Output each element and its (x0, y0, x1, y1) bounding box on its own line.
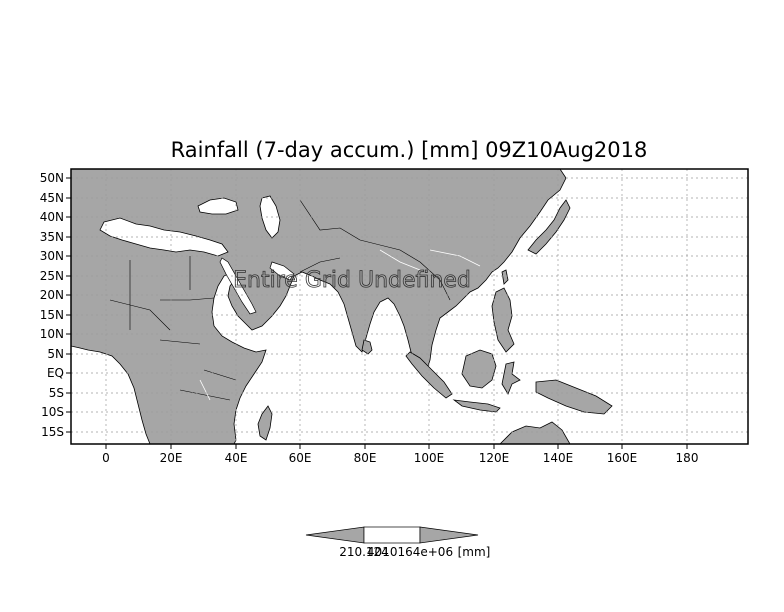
longitude-tick-label: 180 (676, 451, 699, 465)
colorbar-units-label: [mm] (458, 545, 491, 559)
latitude-tick-label: 10N (40, 327, 64, 341)
latitude-tick-label: 5N (47, 347, 64, 361)
sulawesi (501, 361, 521, 395)
longitude-tick-label: 100E (414, 451, 445, 465)
undefined-grid-overlay: Entire Grid Undefined (233, 268, 471, 293)
caspian-sea (259, 195, 281, 239)
latitude-tick-label: 45N (40, 191, 64, 205)
longitude-tick-label: 60E (289, 451, 312, 465)
landmasses (71, 169, 613, 444)
country-borders (109, 199, 451, 401)
longitude-tick-label: 140E (543, 451, 574, 465)
philippines (491, 287, 515, 353)
longitude-tick-label: 160E (607, 451, 638, 465)
colorbar-max-label: 4010164e+06 (367, 545, 453, 559)
sri-lanka (361, 339, 373, 355)
latitude-tick-label: 20N (40, 288, 64, 302)
longitude-tick-label: 40E (225, 451, 248, 465)
latitude-axis: 50N 45N 40N 35N 30N 25N 20N 15N 10N 5N EQ 5S 10S 15S (40, 171, 71, 439)
latitude-tick-label: 40N (40, 210, 64, 224)
latitude-tick-label: 25N (40, 269, 64, 283)
map-title: Rainfall (7-day accum.) [mm] 09Z10Aug201… (171, 138, 648, 162)
map-frame (70, 168, 749, 445)
latitude-tick-label: 5S (49, 386, 64, 400)
map-area: Entire Grid Undefined (70, 168, 749, 445)
colorbar-min-label: 210.124 (339, 545, 389, 559)
latitude-tick-label: EQ (47, 366, 64, 380)
australia (499, 421, 571, 444)
taiwan (501, 269, 509, 285)
latitude-tick-label: 30N (40, 249, 64, 263)
colorbar-middle (363, 526, 421, 544)
latitude-tick-label: 15N (40, 308, 64, 322)
japan (527, 199, 571, 255)
red-sea (219, 257, 257, 315)
new-guinea (535, 379, 613, 415)
longitude-tick-label: 80E (354, 451, 377, 465)
black-sea (197, 197, 239, 215)
longitude-tick-label: 120E (479, 451, 510, 465)
longitude-tick-label: 0 (102, 451, 110, 465)
colorbar-left-arrow (305, 526, 365, 544)
longitude-axis: 0 20E 40E 60E 80E 100E 120E 140E 160E 180 (102, 444, 698, 465)
persian-gulf (269, 261, 295, 281)
latitude-tick-label: 10S (41, 405, 64, 419)
latitude-tick-label: 15S (41, 425, 64, 439)
longitude-tick-label: 20E (160, 451, 183, 465)
latitude-tick-label: 35N (40, 230, 64, 244)
latitude-tick-label: 50N (40, 171, 64, 185)
rivers (199, 249, 481, 401)
colorbar: 210.124 4010164e+06 [mm] (305, 526, 491, 559)
madagascar (257, 405, 273, 441)
borneo (461, 349, 497, 389)
java (452, 399, 501, 413)
colorbar-right-arrow (419, 526, 479, 544)
grid-lines (71, 169, 748, 444)
